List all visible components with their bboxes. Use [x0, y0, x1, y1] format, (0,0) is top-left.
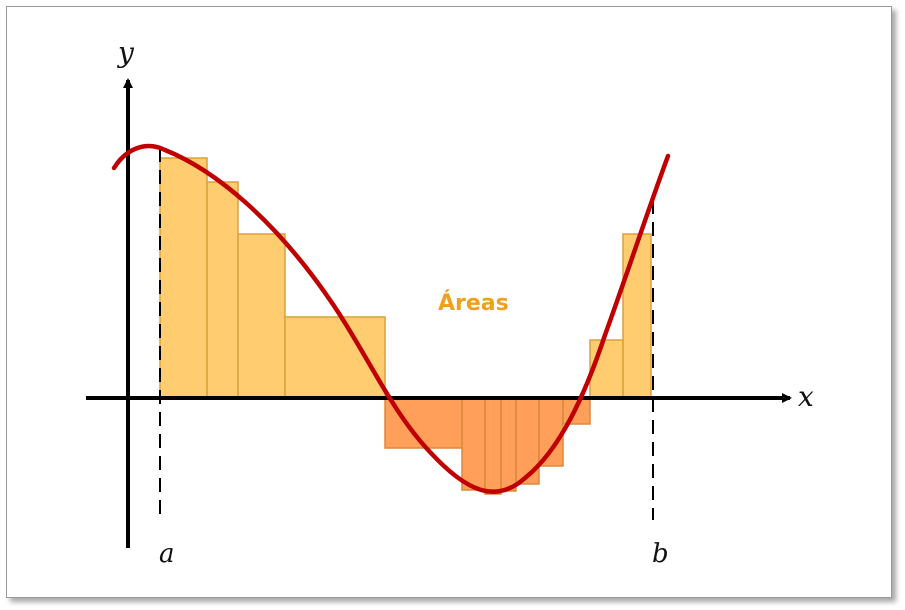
positive-rectangle: [589, 339, 624, 399]
positive-rectangle: [284, 316, 386, 399]
negative-rectangle: [384, 397, 463, 449]
negative-rectangle: [484, 397, 502, 495]
function-curve: [111, 143, 671, 494]
y-axis-label: y: [116, 36, 135, 69]
x-axis-label: x: [798, 380, 814, 413]
positive-rectangle: [237, 233, 286, 399]
negative-rectangles: [384, 397, 591, 495]
negative-rectangle: [461, 397, 486, 491]
left-bound-label: a: [159, 539, 175, 569]
positive-rectangle: [622, 233, 652, 399]
areas-label: Áreas: [438, 290, 509, 316]
positive-rectangle: [159, 157, 208, 399]
negative-rectangle: [500, 397, 517, 492]
positive-rectangle: [206, 181, 239, 399]
diagram-frame: [6, 6, 892, 598]
negative-rectangle: [538, 397, 564, 467]
right-bound-label: b: [652, 539, 669, 569]
